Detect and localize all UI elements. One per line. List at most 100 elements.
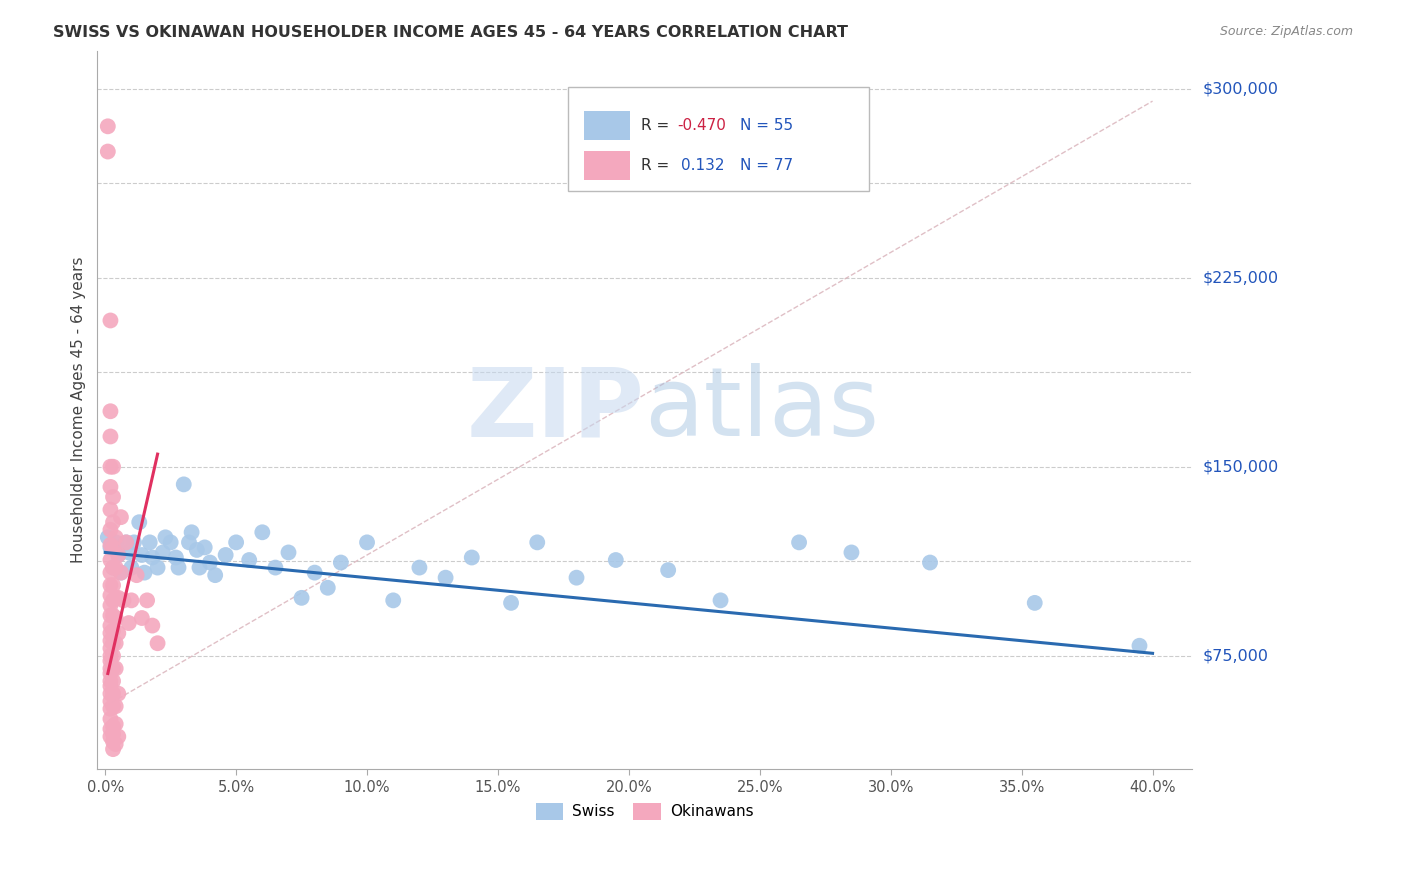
Point: [100, 313, 122, 327]
Legend: Swiss, Okinawans: Swiss, Okinawans: [530, 797, 759, 826]
Point: [128, 515, 150, 529]
Point: [101, 674, 124, 689]
Point: [100, 730, 122, 744]
Point: [461, 550, 484, 565]
Point: [173, 477, 195, 491]
Point: [100, 626, 122, 640]
Point: [115, 535, 138, 549]
Point: [120, 560, 142, 574]
Point: [104, 661, 127, 675]
Text: N = 77: N = 77: [740, 158, 793, 173]
Point: [177, 535, 200, 549]
Point: [107, 548, 129, 562]
Point: [204, 568, 226, 582]
Point: [100, 588, 122, 602]
Point: [100, 618, 122, 632]
Bar: [585, 111, 630, 140]
Point: [101, 578, 124, 592]
Point: [100, 654, 122, 668]
Point: [118, 615, 141, 630]
Point: [97, 120, 120, 134]
Point: [138, 535, 160, 549]
Point: [110, 566, 132, 580]
Point: [101, 624, 124, 638]
FancyBboxPatch shape: [568, 87, 869, 191]
Point: [141, 618, 163, 632]
Point: [657, 563, 679, 577]
Point: [167, 560, 190, 574]
Point: [104, 530, 127, 544]
Point: [100, 599, 122, 613]
Point: [159, 535, 181, 549]
Text: $75,000: $75,000: [1202, 648, 1268, 664]
Point: [112, 593, 135, 607]
Point: [225, 535, 247, 549]
Point: [131, 548, 153, 562]
Point: [101, 742, 124, 756]
Point: [188, 560, 211, 574]
Point: [214, 548, 236, 562]
Point: [107, 548, 129, 562]
Point: [316, 581, 339, 595]
Text: SWISS VS OKINAWAN HOUSEHOLDER INCOME AGES 45 - 64 YEARS CORRELATION CHART: SWISS VS OKINAWAN HOUSEHOLDER INCOME AGE…: [53, 25, 848, 40]
Point: [100, 404, 122, 418]
Point: [1024, 596, 1046, 610]
Point: [329, 556, 352, 570]
Point: [104, 636, 127, 650]
Point: [110, 510, 132, 524]
Text: Source: ZipAtlas.com: Source: ZipAtlas.com: [1219, 25, 1353, 38]
Text: $300,000: $300,000: [1202, 81, 1278, 96]
Point: [194, 541, 217, 555]
Point: [100, 608, 122, 623]
Point: [841, 545, 863, 559]
Point: [100, 553, 122, 567]
Point: [104, 535, 127, 549]
Point: [107, 730, 129, 744]
Bar: [585, 151, 630, 180]
Point: [100, 694, 122, 708]
Point: [101, 699, 124, 714]
Point: [155, 530, 177, 544]
Point: [264, 560, 287, 574]
Point: [104, 699, 127, 714]
Point: [100, 712, 122, 726]
Point: [100, 480, 122, 494]
Point: [101, 593, 124, 607]
Point: [101, 608, 124, 623]
Point: [198, 556, 221, 570]
Point: [101, 490, 124, 504]
Point: [136, 593, 159, 607]
Point: [100, 722, 122, 736]
Point: [104, 591, 127, 605]
Point: [709, 593, 731, 607]
Text: $150,000: $150,000: [1202, 459, 1278, 475]
Point: [107, 591, 129, 605]
Point: [180, 525, 202, 540]
Point: [104, 737, 127, 751]
Point: [918, 556, 941, 570]
Point: [101, 560, 124, 574]
Point: [146, 560, 169, 574]
Point: [100, 538, 122, 552]
Point: [100, 679, 122, 693]
Point: [304, 566, 326, 580]
Point: [100, 648, 122, 663]
Point: [100, 566, 122, 580]
Point: [107, 687, 129, 701]
Text: $225,000: $225,000: [1202, 270, 1278, 285]
Point: [100, 459, 122, 474]
Point: [107, 626, 129, 640]
Point: [356, 535, 378, 549]
Text: ZIP: ZIP: [467, 364, 644, 457]
Point: [100, 687, 122, 701]
Point: [104, 560, 127, 574]
Point: [100, 702, 122, 716]
Point: [101, 687, 124, 701]
Point: [97, 530, 120, 544]
Point: [125, 568, 148, 582]
Point: [100, 502, 122, 516]
Point: [101, 734, 124, 748]
Point: [104, 717, 127, 731]
Text: N = 55: N = 55: [740, 118, 793, 133]
Point: [277, 545, 299, 559]
